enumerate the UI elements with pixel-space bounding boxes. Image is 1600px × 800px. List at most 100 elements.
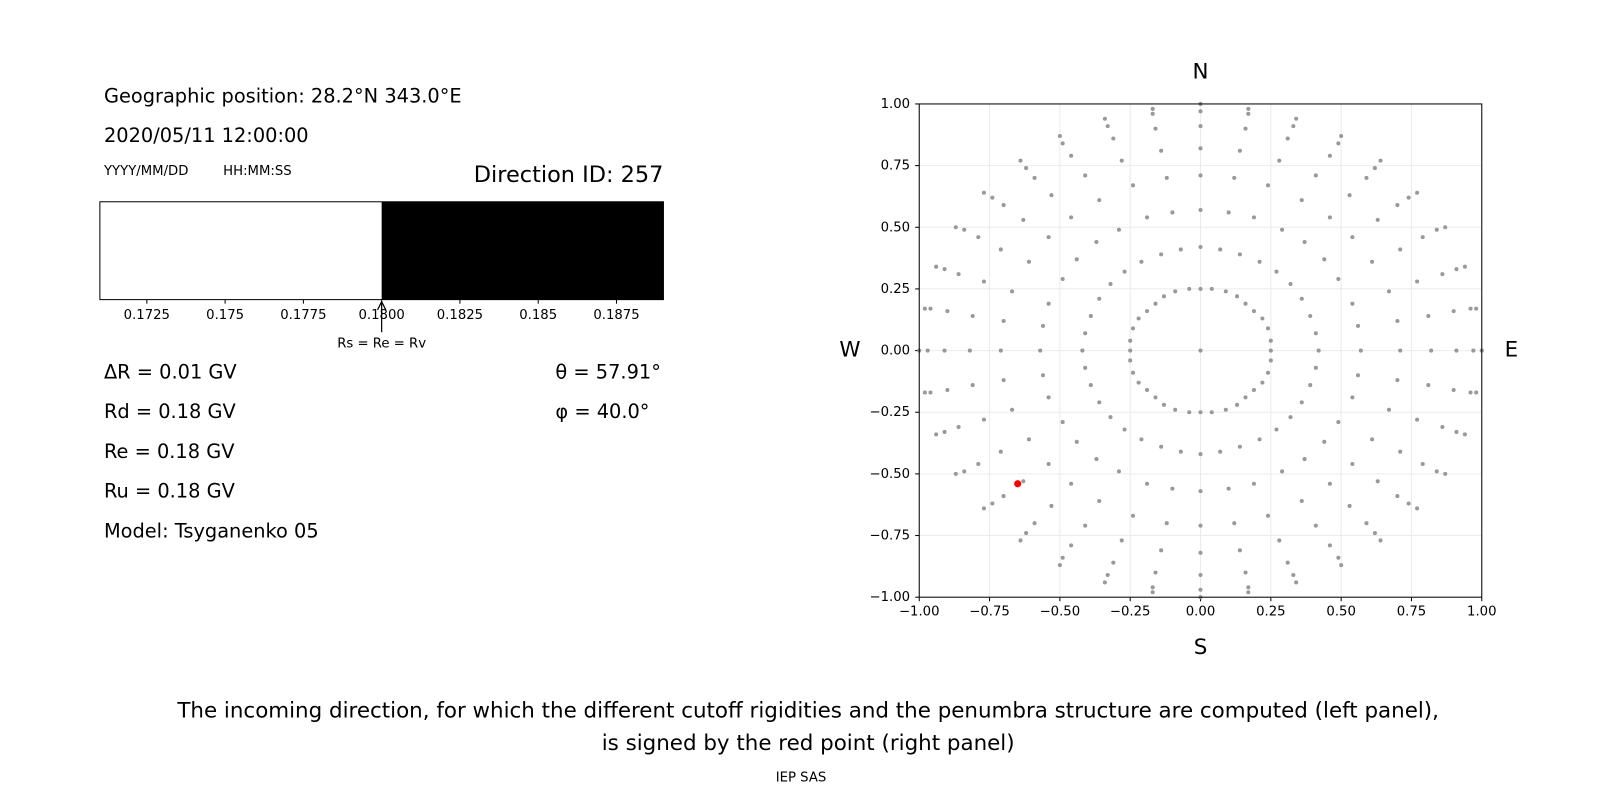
direction-point (1415, 417, 1420, 422)
direction-point (1280, 469, 1285, 474)
caption-line: is signed by the red point (right panel) (602, 731, 1015, 756)
direction-point (1187, 286, 1192, 291)
direction-point (1083, 523, 1088, 528)
direction-point (976, 235, 981, 240)
direction-point (1223, 289, 1228, 294)
direction-point (1429, 348, 1434, 353)
direction-point (1198, 109, 1203, 114)
direction-point (1260, 316, 1265, 321)
direction-point (1237, 148, 1242, 153)
direction-point (1426, 383, 1431, 388)
direction-point (1119, 538, 1124, 543)
direction-point (1454, 429, 1459, 434)
direction-point (1097, 198, 1102, 203)
direction-point (1347, 503, 1352, 508)
direction-point (1136, 380, 1141, 385)
direction-point (1243, 301, 1248, 306)
direction-point (1032, 175, 1037, 180)
direction-point (1153, 301, 1158, 306)
direction-point (1243, 126, 1248, 131)
compass-label: W (839, 338, 860, 363)
direction-point (1094, 240, 1099, 245)
direction-point (1288, 281, 1293, 287)
direction-point (1060, 141, 1065, 146)
direction-point (1415, 190, 1420, 195)
direction-point (1370, 437, 1375, 442)
direction-point (1218, 449, 1223, 454)
direction-point (1462, 264, 1467, 269)
date-format: YYYY/MM/DD (103, 164, 188, 179)
direction-point (953, 471, 958, 476)
penumbra-segment (99, 201, 382, 300)
direction-point (1440, 272, 1445, 277)
direction-point (1209, 410, 1214, 415)
direction-point (1001, 378, 1006, 383)
direction-point (1170, 210, 1175, 215)
x-tick-label: 0.185 (519, 308, 557, 323)
y-tick-label: 0.75 (881, 159, 910, 174)
direction-point (1246, 585, 1251, 590)
direction-point (1251, 309, 1256, 314)
direction-point (1322, 439, 1327, 444)
direction-point (1375, 479, 1380, 484)
direction-point (1451, 387, 1456, 393)
direction-point (1355, 373, 1361, 378)
direction-point (1339, 133, 1344, 139)
direction-point (1161, 294, 1166, 299)
direction-point (1198, 146, 1203, 151)
footer: IEP SAS (776, 771, 827, 786)
direction-point (1268, 338, 1273, 343)
direction-point (1130, 326, 1136, 331)
direction-point (1426, 314, 1431, 319)
direction-point (1294, 580, 1299, 585)
direction-point (1226, 210, 1231, 215)
direction-point (1018, 158, 1023, 163)
direction-point (1139, 259, 1144, 264)
direction-point (1336, 141, 1341, 146)
direction-point (1327, 481, 1332, 486)
y-tick-label: 0.25 (881, 282, 910, 297)
direction-point (1386, 407, 1392, 412)
x-tick-label: 0.1875 (593, 308, 639, 323)
direction-point (1102, 116, 1107, 121)
direction-point (962, 227, 967, 232)
rigidity-line: Model: Tsyganenko 05 (104, 519, 319, 542)
direction-point (1237, 548, 1242, 553)
direction-point (1198, 572, 1203, 578)
direction-point (1198, 410, 1203, 415)
direction-point (1198, 523, 1203, 528)
direction-point (945, 309, 950, 314)
direction-point (1395, 203, 1400, 208)
direction-point (1040, 373, 1046, 378)
direction-point (1198, 124, 1203, 129)
direction-point (1018, 538, 1023, 543)
direction-point (1375, 217, 1380, 222)
direction-point (1097, 400, 1102, 405)
direction-point (1251, 481, 1256, 486)
direction-point (1049, 193, 1054, 198)
direction-point (1246, 590, 1251, 595)
direction-point (1153, 126, 1158, 131)
direction-point (1198, 452, 1203, 457)
direction-point (1274, 427, 1279, 432)
direction-point (1268, 358, 1273, 363)
direction-point (1350, 395, 1355, 400)
direction-point (1198, 173, 1203, 178)
x-tick-label: 0.00 (1186, 604, 1215, 619)
direction-point (967, 348, 972, 353)
direction-point (1327, 215, 1332, 220)
direction-point (1128, 348, 1133, 353)
direction-point (1080, 348, 1085, 353)
direction-point (1350, 301, 1355, 306)
direction-point (1178, 247, 1183, 252)
direction-point (953, 225, 958, 230)
direction-point (922, 306, 927, 311)
x-tick-label: −0.25 (1110, 604, 1151, 619)
direction-point (1350, 461, 1355, 467)
direction-point (1302, 457, 1307, 462)
direction-point (1443, 471, 1448, 476)
direction-point (1243, 570, 1248, 575)
direction-point (1434, 227, 1439, 232)
direction-point (1046, 461, 1051, 467)
